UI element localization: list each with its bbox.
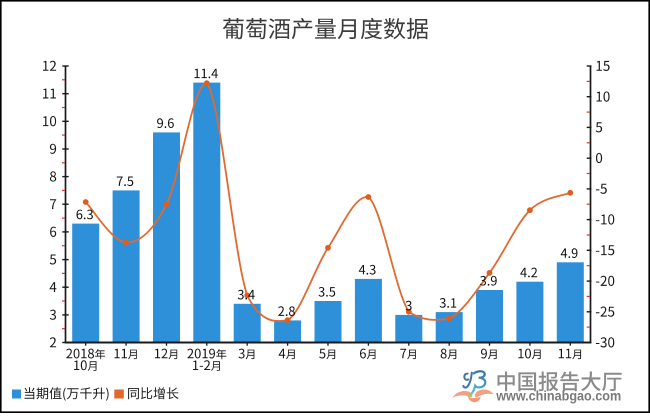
svg-text:www.chinabgao.com: www.chinabgao.com xyxy=(495,389,621,404)
